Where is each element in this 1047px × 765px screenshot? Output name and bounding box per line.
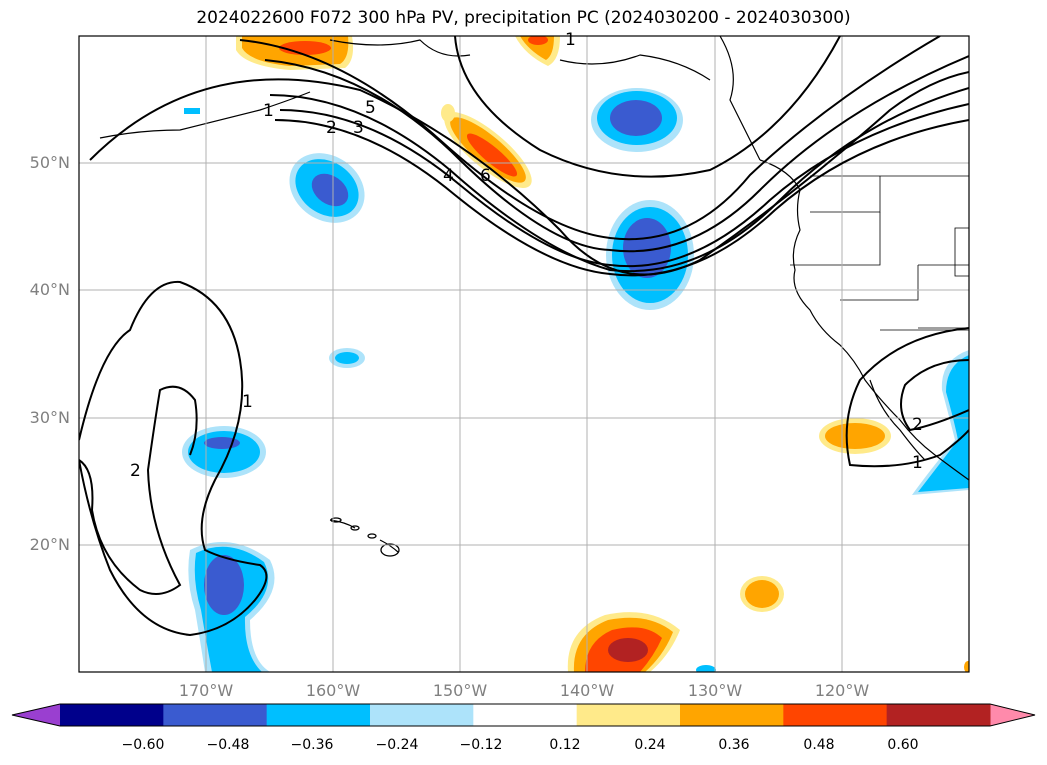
precip-pos-south — [740, 576, 784, 612]
pv-contours-southwest — [79, 280, 268, 637]
contour-label: 2 — [326, 118, 337, 138]
precip-neg-hawaii-north — [182, 426, 266, 478]
contour-label: 1 — [242, 392, 253, 412]
hawaii-islands — [330, 517, 400, 557]
colorbar-tick: −0.36 — [290, 737, 334, 753]
colorbar-tick: −0.12 — [459, 737, 503, 753]
contour-label: 2 — [130, 461, 141, 481]
lon-label: 160°W — [305, 681, 361, 700]
lat-label: 40°N — [29, 280, 70, 299]
lon-label: 170°W — [178, 681, 234, 700]
colorbar-tick: 0.36 — [718, 737, 750, 753]
colorbar-tick: 0.24 — [634, 737, 666, 753]
colorbar-segment — [266, 704, 371, 726]
lat-label: 30°N — [29, 408, 70, 427]
precip-neg-aleutian — [591, 88, 683, 152]
precip-pos-corner — [964, 661, 969, 672]
contour-label: 4 — [443, 166, 454, 186]
precip-pos-southcenter — [567, 612, 680, 672]
contour-label: 2 — [912, 415, 923, 435]
contour-label: 1 — [263, 101, 274, 121]
colorbar-border — [11, 703, 1036, 727]
precip-neg-southwest — [188, 542, 275, 672]
precip-neg-tiny — [184, 108, 200, 114]
colorbar-tick: −0.60 — [121, 737, 165, 753]
colorbar-tick: −0.24 — [375, 737, 419, 753]
lat-label: 50°N — [29, 153, 70, 172]
contour-label: 3 — [353, 118, 364, 138]
colorbar-tick: −0.48 — [206, 737, 250, 753]
state-borders — [790, 175, 969, 331]
precip-pos-gulf — [444, 112, 532, 188]
colorbar-segment — [473, 704, 578, 726]
contour-label: 1 — [912, 453, 923, 473]
colorbar-segment — [783, 704, 888, 726]
lon-label: 130°W — [687, 681, 743, 700]
precip-pos-baja — [819, 418, 891, 454]
pv-contours-jet — [89, 36, 969, 277]
colorbar-extend-high — [990, 704, 1035, 726]
lon-label: 120°W — [814, 681, 870, 700]
colorbar-extend-low — [12, 704, 60, 726]
colorbar-segment — [576, 704, 681, 726]
contour-label: 5 — [365, 98, 376, 118]
lat-label: 20°N — [29, 535, 70, 554]
map-title: 2024022600 F072 300 hPa PV, precipitatio… — [196, 8, 851, 28]
colorbar-segment — [680, 704, 784, 726]
colorbar-tick: 0.12 — [549, 737, 581, 753]
contour-label: 1 — [565, 30, 576, 50]
precip-neg-offshore — [606, 200, 694, 310]
precip-neg-mexico — [912, 350, 969, 495]
colorbar-tick: 0.60 — [887, 737, 919, 753]
precip-neg-small — [329, 348, 365, 368]
coastline-layer — [99, 36, 969, 553]
colorbar-segment — [163, 704, 268, 726]
colorbar-tick: 0.48 — [803, 737, 835, 753]
colorbar-segment — [60, 704, 164, 726]
pv-contours-mexico — [845, 327, 969, 468]
map-border — [78, 35, 970, 673]
colorbar-segment — [886, 704, 991, 726]
lon-label: 150°W — [432, 681, 488, 700]
precip-neg-small-south — [696, 665, 716, 672]
colorbar — [11, 703, 1036, 727]
lon-label: 140°W — [559, 681, 615, 700]
contour-label: 6 — [480, 166, 491, 186]
precip-pos-top — [515, 36, 560, 66]
precip-pos-tiny — [441, 104, 455, 122]
precip-neg-midpacific — [289, 153, 365, 223]
colorbar-segment — [370, 704, 474, 726]
